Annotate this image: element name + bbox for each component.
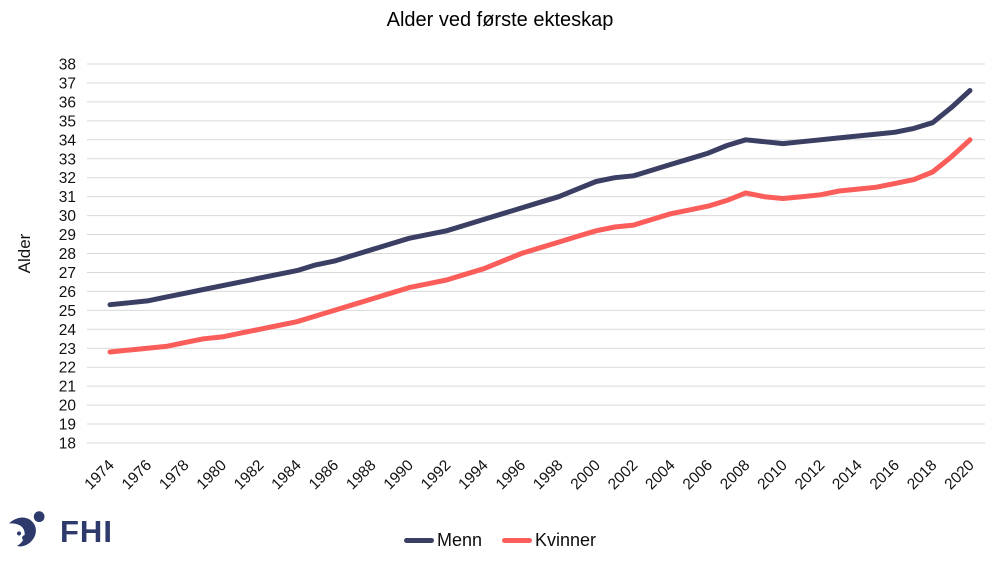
x-tick-label: 2018 [904,457,940,493]
plot-area: 18 19 20 21 22 23 24 25 26 27 28 29 30 31 32 33 34 35 36 37… [15,57,985,494]
series-line-menn [107,88,973,308]
y-tick-label: 19 [59,417,76,434]
x-tick-label: 2014 [829,457,866,494]
x-tick-label: 1974 [81,457,118,494]
x-tick-label: 2002 [605,457,641,493]
y-tick-label: 33 [59,151,76,168]
legend: Menn Kvinner [0,526,1000,554]
y-tick-label: 21 [59,379,76,396]
gridlines [87,63,985,444]
legend-item-kvinner: Kvinner [502,530,596,551]
x-tick-label: 1978 [156,457,192,493]
y-tick-label: 36 [59,94,76,111]
x-tick-label: 2020 [941,457,978,494]
fhi-logo: FHI [8,506,113,558]
y-tick-label: 28 [59,246,76,263]
y-tick-label: 37 [59,75,76,92]
y-tick-label: 29 [59,227,76,244]
y-axis-title: Alder [15,233,34,273]
x-tick-label: 2008 [717,457,753,493]
y-tick-label: 35 [59,113,76,130]
x-tick-label: 1982 [231,457,267,493]
y-tick-label: 18 [59,436,76,453]
x-tick-label: 2016 [867,457,903,493]
legend-label-menn: Menn [436,529,482,550]
y-tick-label: 30 [59,208,77,225]
y-tick-label: 25 [59,303,76,320]
legend-label-kvinner: Kvinner [535,529,597,550]
x-tick-label: 2010 [754,457,791,494]
y-tick-label: 31 [59,189,76,206]
legend-item-menn: Menn [403,529,482,551]
y-tick-label: 23 [59,341,76,358]
series-line-kvinner [107,137,973,355]
y-tick-label: 34 [59,132,77,149]
menn-line-swatch [403,537,434,543]
x-tick-label: 1980 [194,457,231,494]
x-tick-label: 1992 [418,457,454,493]
kvinner-line-swatch [502,537,532,543]
y-tick-label: 26 [59,284,76,301]
x-tick-label: 2004 [642,457,679,494]
x-tick-label: 1984 [268,457,305,494]
x-tick-label: 2012 [792,457,828,493]
x-tick-label: 1976 [119,457,155,493]
x-axis-tick-labels: 1974 1976 1978 1980 1982 1984 1986 1988 1990 1992… [81,457,978,494]
x-tick-label: 1998 [530,457,566,493]
y-tick-label: 38 [59,57,76,74]
y-tick-label: 20 [59,398,77,415]
x-tick-label: 2000 [568,457,605,494]
y-tick-label: 24 [59,322,77,339]
y-tick-label: 27 [59,265,76,282]
x-tick-label: 1990 [381,457,418,494]
chart-title: Alder ved første ekteskap [386,9,614,31]
fhi-logo-text: FHI [60,514,113,549]
x-tick-label: 2006 [680,457,716,493]
x-tick-label: 1994 [455,457,492,494]
y-tick-label: 22 [59,360,76,377]
x-tick-label: 1986 [306,457,342,493]
x-tick-label: 1996 [493,457,529,493]
y-tick-label: 32 [59,170,76,187]
y-axis-tick-labels: 18 19 20 21 22 23 24 25 26 27 28 29 30 31 32 33 34 35 36 37… [59,57,77,453]
x-tick-label: 1988 [343,457,379,493]
fhi-logo-figure-icon [8,511,45,547]
